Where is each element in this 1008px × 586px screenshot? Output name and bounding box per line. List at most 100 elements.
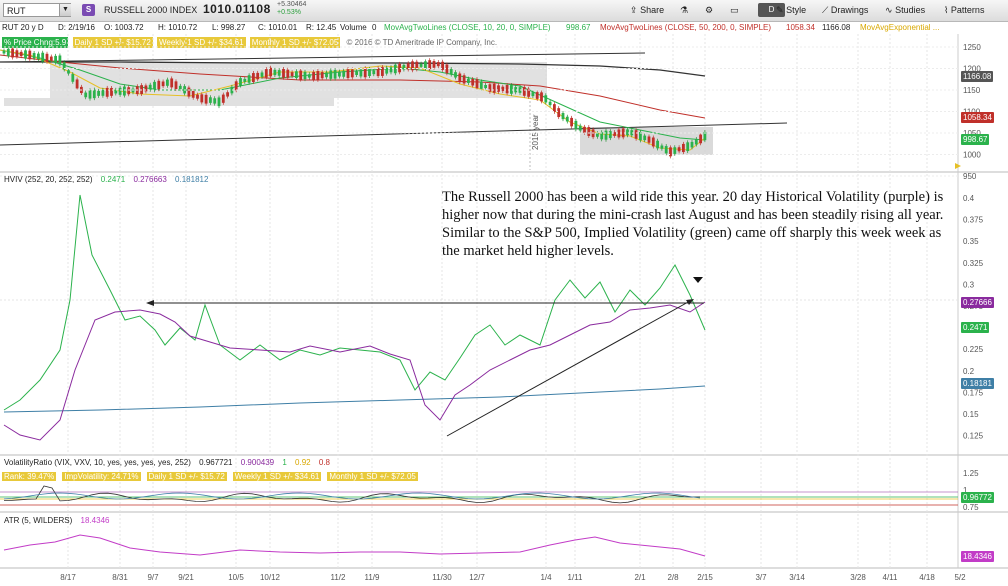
grid-vertical — [67, 34, 928, 568]
share-label: Share — [640, 5, 665, 15]
drawings-button[interactable]: ⟋ Drawings — [822, 3, 868, 18]
info-date: D: 2/19/16 — [58, 23, 95, 32]
symbol-text: RUT — [7, 6, 26, 16]
studies-label: Studies — [895, 5, 926, 15]
hv-val-2: 0.276663 — [133, 175, 167, 184]
info-bar: RUT 20 y D D: 2/19/16 O: 1003.72 H: 1010… — [0, 22, 960, 34]
drawings-label: Drawings — [830, 5, 869, 15]
hv-pane — [0, 194, 958, 441]
screen-icon[interactable]: ▭ — [730, 5, 739, 15]
style-icon: ✎ — [776, 5, 784, 15]
hv-tick-0.325: 0.325 — [963, 259, 984, 268]
atr-pane-title: ATR (5, WILDERS) 18.4346 — [4, 516, 115, 525]
info-agg: RUT 20 y D — [2, 23, 44, 32]
gear-icon[interactable]: ⚙ — [705, 5, 714, 15]
info-ma3: MovAvgExponential ... — [860, 23, 940, 32]
time-tick-3-14: 3/14 — [789, 573, 805, 582]
time-tick-3-7: 3/7 — [755, 573, 767, 582]
time-axis: 8/17 8/31 9/7 9/21 10/5 10/12 11/2 11/9 11/30 12/… — [60, 573, 966, 582]
info-close: C: 1010.01 — [258, 23, 298, 32]
last-price: 1010.01108 — [203, 2, 271, 16]
vr-tick-1: 1 — [963, 486, 968, 495]
vr-line-2 — [3, 492, 701, 500]
hv-tick-0.175: 0.175 — [963, 388, 984, 397]
info-ma1-val: 998.67 — [566, 23, 591, 32]
tag-hv: 0.27666 — [961, 297, 994, 308]
vr-line-1 — [4, 485, 701, 504]
symbol-dropdown-icon[interactable]: ▼ — [59, 4, 71, 16]
index-name: RUSSELL 2000 INDEX — [104, 5, 198, 15]
time-tick-9-7: 9/7 — [147, 573, 159, 582]
atr-line — [3, 534, 706, 557]
style-button[interactable]: ✎ Style — [776, 3, 806, 18]
range-box-2 — [4, 98, 334, 106]
price-tick-950: 950 — [963, 172, 977, 181]
hv-val-1: 0.2471 — [100, 175, 126, 184]
hv-tick-0.2: 0.2 — [963, 367, 975, 376]
time-tick-5-2: 5/2 — [954, 573, 966, 582]
share-button[interactable]: ⇪ Share — [630, 3, 664, 18]
tag-vr: 0.96772 — [961, 492, 994, 503]
share-icon: ⇪ — [630, 5, 638, 15]
ma200-line — [0, 61, 706, 77]
historical-volatility-line — [3, 301, 706, 441]
drawings-icon: ⟋ — [822, 5, 829, 15]
rank-label: Rank: 39.47% — [2, 472, 57, 481]
vr-pane — [0, 485, 958, 506]
time-tick-3-28: 3/28 — [850, 573, 866, 582]
vr-pane-title: VolatilityRatio (VIX, VXV, 10, yes, yes,… — [4, 458, 336, 467]
vr-val-3: 1 — [282, 458, 287, 467]
stats-row: % Price Chng:5.9 Daily 1 SD +/- $15.72 W… — [2, 37, 501, 48]
toolbar: RUT ▼ S RUSSELL 2000 INDEX 1010.01108 +5… — [0, 0, 1008, 22]
patterns-button[interactable]: ⌇ Patterns — [944, 3, 984, 18]
time-tick-10-5: 10/5 — [228, 573, 244, 582]
info-ma2-val2: 1166.08 — [822, 23, 851, 32]
studies-icon: ∿ — [885, 5, 893, 15]
time-tick-12-7: 12/7 — [469, 573, 485, 582]
time-tick-11-2: 11/2 — [331, 573, 347, 582]
price-pane: 2015 year — [0, 46, 961, 170]
time-tick-4-18: 4/18 — [919, 573, 935, 582]
studies-button[interactable]: ∿ Studies — [885, 3, 925, 18]
hv-tick-0.4: 0.4 — [963, 194, 975, 203]
patterns-label: Patterns — [950, 5, 985, 15]
vr-val-5: 0.8 — [318, 458, 330, 467]
hv-tick-0.225: 0.225 — [963, 345, 984, 354]
vr-stats-row: Rank: 39.47% ImpVolatility: 24.71% Daily 1… — [2, 472, 424, 481]
info-high: H: 1010.72 — [158, 23, 198, 32]
price-tick-1150: 1150 — [963, 86, 981, 95]
change-abs: +5.30464 — [277, 1, 307, 8]
vr-monthly-label: Monthly 1 SD +/- $72.05 — [327, 472, 418, 481]
down-marker — [693, 277, 703, 283]
iv-baseline — [3, 385, 706, 413]
price-tick-1200: 1200 — [963, 65, 981, 74]
candles — [2, 46, 707, 159]
implied-volatility-line — [3, 194, 706, 411]
year-label: 2015 year — [531, 114, 540, 150]
time-tick-9-21: 9/21 — [178, 573, 194, 582]
time-tick-11-9: 11/9 — [365, 573, 381, 582]
price-change-label: % Price Chng:5.9 — [2, 37, 69, 48]
daily-sd-label: Daily 1 SD +/- $15.72 — [72, 37, 153, 48]
annotation-text: The Russell 2000 has been a wild ride th… — [442, 189, 944, 259]
info-ma2: MovAvgTwoLines (CLOSE, 50, 200, 0, SIMPL… — [600, 23, 772, 32]
flask-icon[interactable]: ⚗ — [680, 5, 689, 15]
time-tick-8-17: 8/17 — [60, 573, 76, 582]
tag-ma10: 998.67 — [961, 134, 990, 145]
vr-val-1: 0.967721 — [199, 458, 233, 467]
vr-weekly-label: Weekly 1 SD +/- $34.61 — [232, 472, 322, 481]
monthly-sd-label: Monthly 1 SD +/- $72.05 — [249, 37, 341, 48]
impvol-label: ImpVolatility: 24.71% — [62, 472, 141, 481]
hv-tick-0.3: 0.3 — [963, 280, 975, 289]
info-volume: Volume — [340, 23, 367, 32]
time-tick-10-12: 10/12 — [260, 573, 281, 582]
tag-ma50: 1058.34 — [961, 112, 994, 123]
vr-title: VolatilityRatio (VIX, VXV, 10, yes, yes,… — [4, 458, 191, 467]
hv-pane-title: HVIV (252, 20, 252, 252) 0.2471 0.276663… — [4, 175, 214, 184]
period-selector[interactable]: D — [758, 3, 785, 17]
arrowhead-up — [686, 299, 694, 305]
info-low: L: 998.27 — [212, 23, 246, 32]
ma50-line — [0, 54, 706, 119]
tag-baseline: 0.18181 — [961, 378, 994, 389]
